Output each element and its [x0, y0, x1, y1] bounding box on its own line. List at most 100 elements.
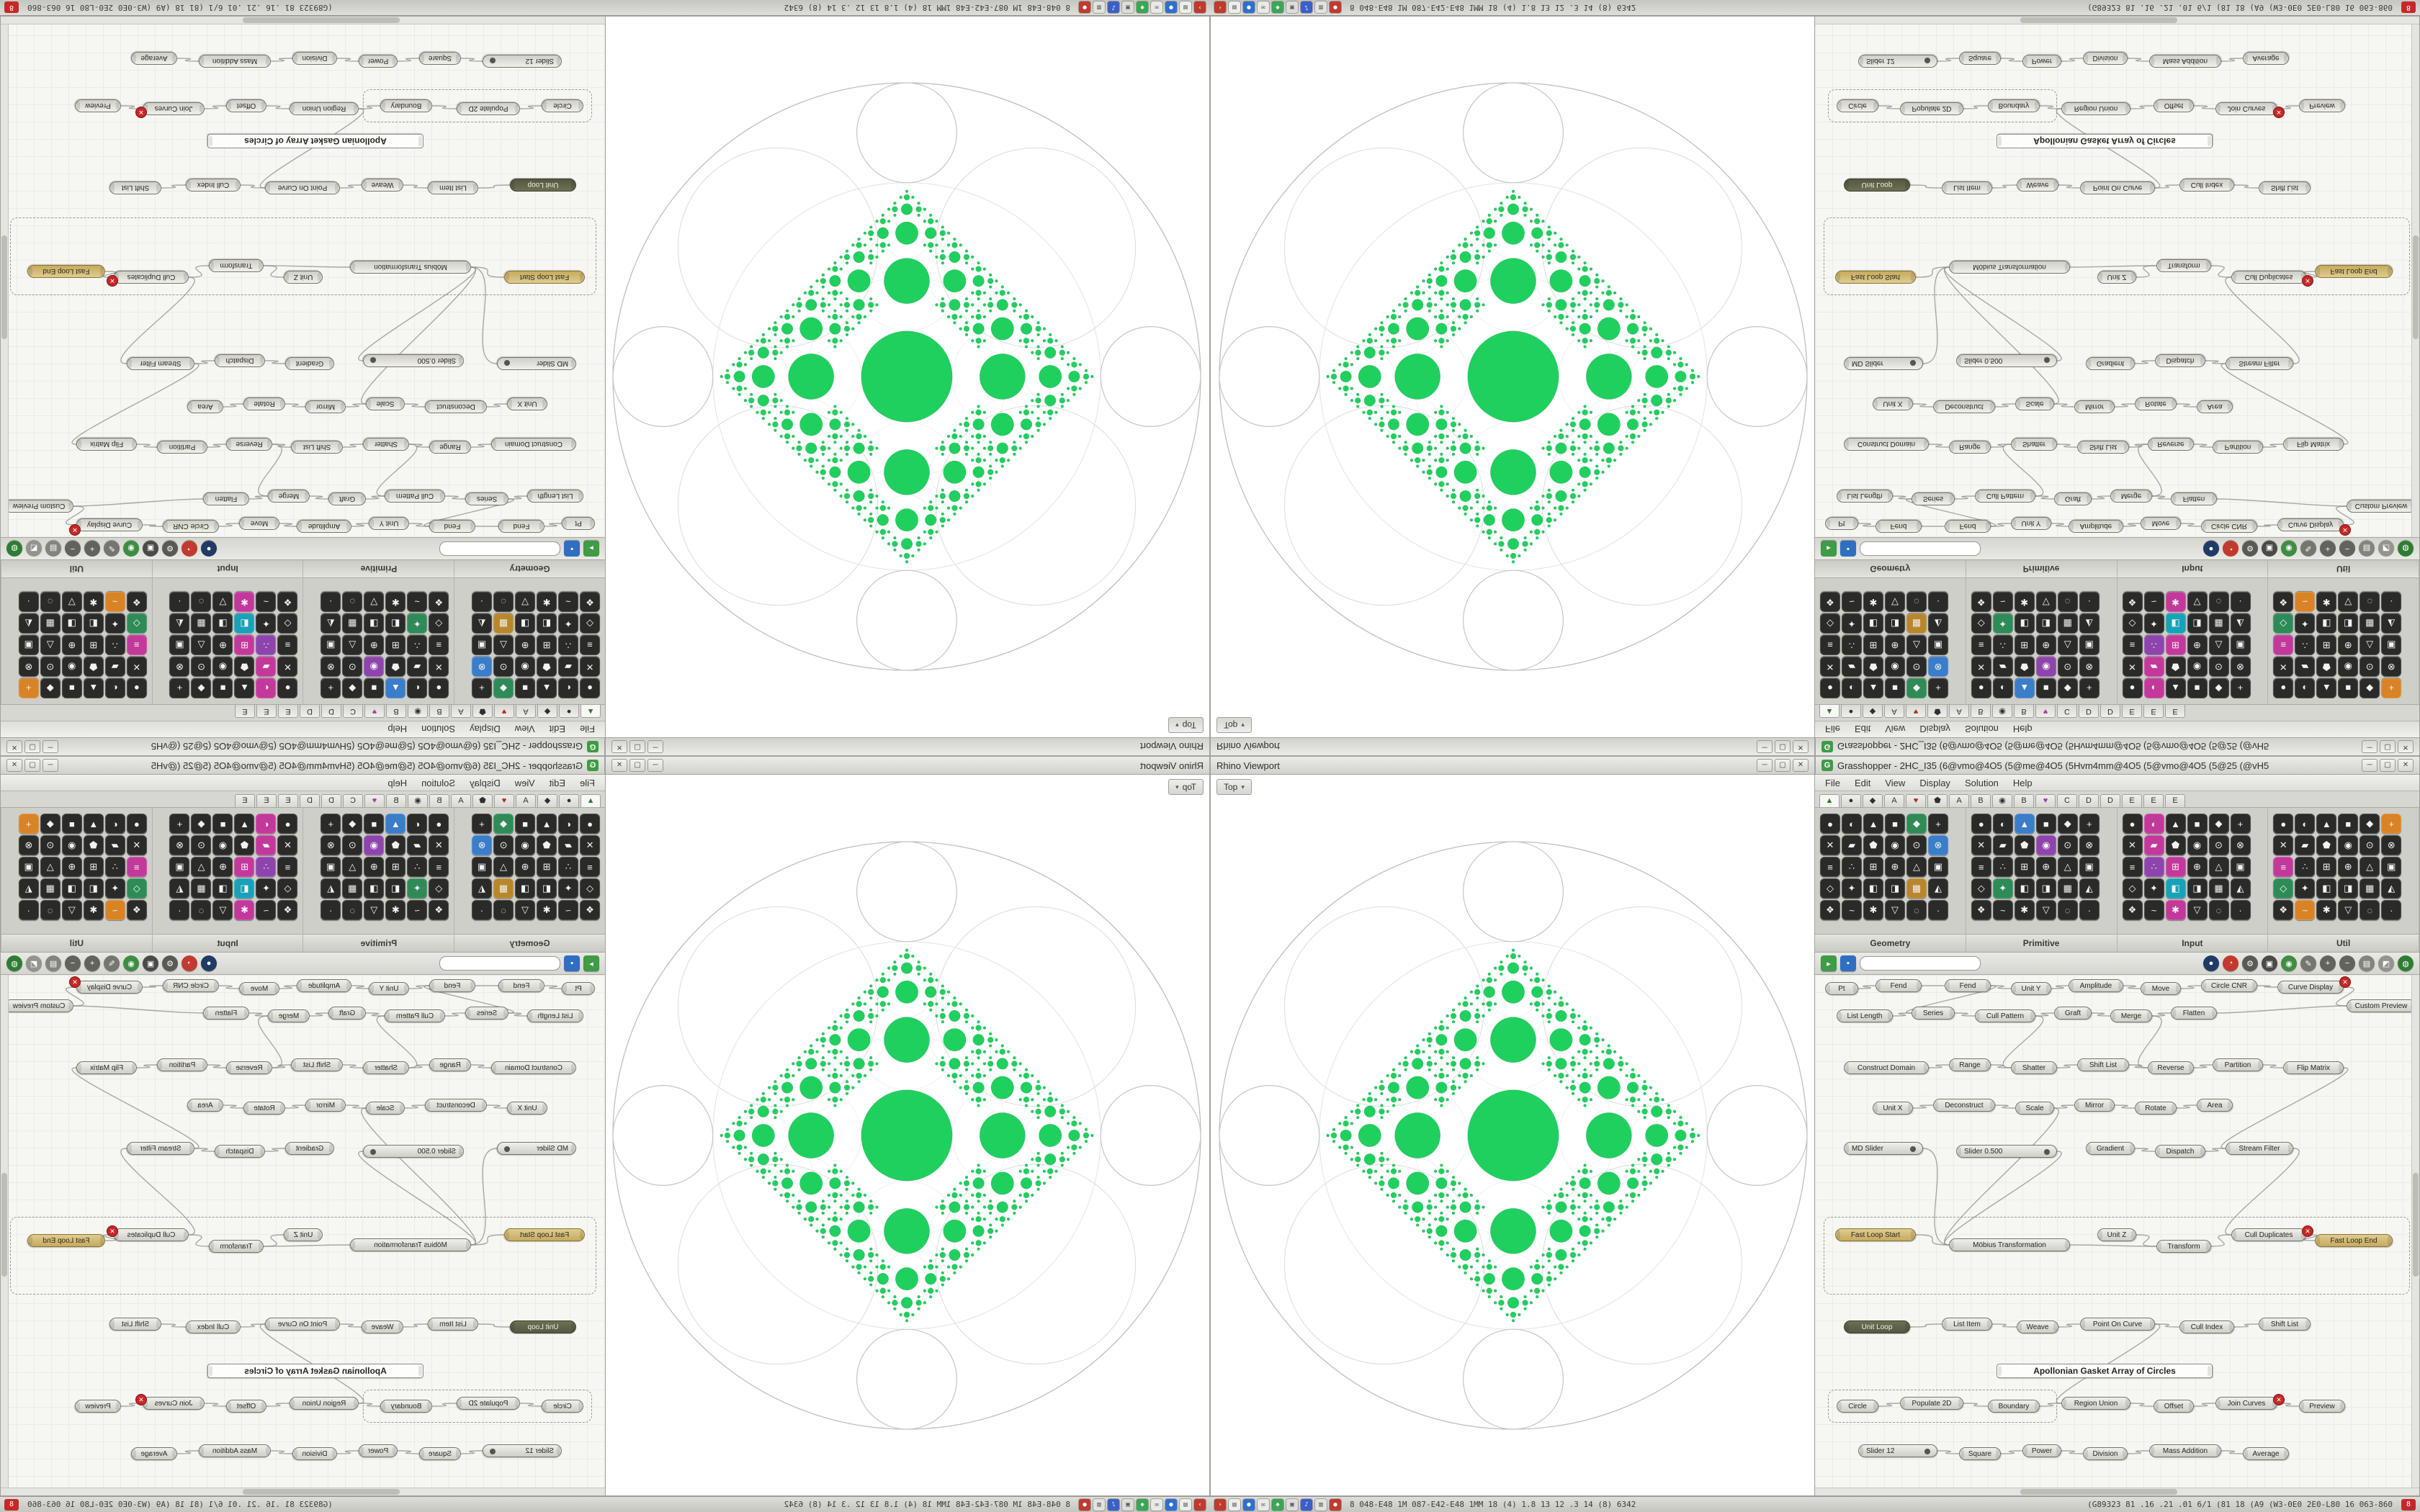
component-icon[interactable]: +: [18, 678, 39, 698]
canvas-search-input[interactable]: [1860, 956, 1981, 971]
component-icon[interactable]: ∴: [2295, 857, 2316, 877]
gh-node-unit-y[interactable]: Unit Y: [2011, 982, 2051, 995]
component-icon[interactable]: ▣: [2381, 635, 2402, 655]
gh-category-tab-8[interactable]: ◉: [1992, 794, 2012, 807]
tray-icon-mail[interactable]: ✉: [1151, 1, 1162, 14]
component-icon[interactable]: ✦: [104, 878, 125, 899]
component-icon[interactable]: ⊕: [2035, 635, 2056, 655]
component-icon[interactable]: ⊕: [212, 635, 233, 655]
component-icon[interactable]: ■: [1885, 678, 1905, 698]
component-icon[interactable]: ~: [407, 592, 428, 612]
gh-node-cull-pattern[interactable]: Cull Pattern: [385, 1009, 445, 1022]
gh-node-join-curves[interactable]: Join Curves: [2215, 1397, 2277, 1410]
tray-icon-record[interactable]: ●: [1330, 1498, 1341, 1511]
gh-category-tab-16[interactable]: E: [2165, 794, 2185, 807]
gear-icon[interactable]: ⚙: [2242, 955, 2258, 971]
gh-node-m-bius-transformation[interactable]: Möbius Transformation: [1949, 1238, 2070, 1251]
gh-category-tab-1[interactable]: ●: [559, 794, 579, 807]
component-icon[interactable]: +: [472, 678, 492, 698]
component-icon[interactable]: ≡: [2273, 635, 2294, 655]
component-icon[interactable]: ⊗: [472, 657, 492, 677]
gh-node-m-bius-transformation[interactable]: Möbius Transformation: [350, 1238, 471, 1251]
component-icon[interactable]: ●: [126, 678, 147, 698]
component-icon[interactable]: △: [2057, 635, 2078, 655]
close-button[interactable]: ✕: [1793, 740, 1809, 753]
rhino-viewport-titlebar[interactable]: Rhino Viewport ─ ▢ ✕: [605, 756, 1210, 775]
gh-node-unit-z[interactable]: Unit Z: [284, 271, 323, 284]
component-icon[interactable]: ●: [580, 814, 600, 834]
tray-icon-terminal[interactable]: ›: [1194, 1, 1206, 14]
component-icon[interactable]: ◐: [558, 678, 578, 698]
tray-icon-capture[interactable]: ▥: [1315, 1, 1327, 14]
component-icon[interactable]: ◭: [472, 878, 492, 899]
component-icon[interactable]: ⊙: [342, 835, 363, 855]
component-icon[interactable]: ◇: [1820, 878, 1840, 899]
component-icon[interactable]: +: [2230, 678, 2251, 698]
gh-category-tab-12[interactable]: D: [2079, 794, 2099, 807]
tray-icon-chat[interactable]: ◆: [1137, 1, 1148, 14]
component-icon[interactable]: ▲: [234, 814, 255, 834]
gh-node-list-length[interactable]: List Length: [527, 490, 583, 503]
component-icon[interactable]: ◉: [2338, 835, 2359, 855]
gh-node-region-union[interactable]: Region Union: [290, 1397, 359, 1410]
component-icon[interactable]: ⊗: [1928, 835, 1948, 855]
component-icon[interactable]: ·: [2230, 592, 2251, 612]
component-icon[interactable]: ⊞: [537, 857, 557, 877]
component-icon[interactable]: ◌: [191, 900, 212, 920]
component-icon[interactable]: ▰: [1992, 835, 2013, 855]
component-icon[interactable]: ■: [2035, 678, 2056, 698]
minimize-button[interactable]: ─: [1757, 759, 1773, 772]
component-icon[interactable]: ◉: [364, 657, 385, 677]
gh-node-deconstruct[interactable]: Deconstruct: [1933, 400, 1995, 413]
gh-node-point-on-curve[interactable]: Point On Curve: [2080, 1318, 2155, 1331]
sketch-icon[interactable]: ✎: [2300, 955, 2316, 971]
component-icon[interactable]: ✕: [429, 657, 449, 677]
component-icon[interactable]: ▽: [515, 592, 535, 612]
component-icon[interactable]: ◉: [212, 657, 233, 677]
component-icon[interactable]: ·: [18, 900, 39, 920]
component-icon[interactable]: ▰: [558, 657, 578, 677]
component-icon[interactable]: ◐: [1992, 814, 2013, 834]
component-icon[interactable]: ∴: [407, 857, 428, 877]
component-icon[interactable]: ▲: [2014, 678, 2035, 698]
gh-node-scale[interactable]: Scale: [2015, 1102, 2054, 1115]
menu-help[interactable]: Help: [387, 777, 408, 788]
camera-icon[interactable]: ▣: [143, 541, 158, 557]
component-icon[interactable]: ◌: [1906, 900, 1927, 920]
widget-icon[interactable]: ◩: [2378, 955, 2394, 971]
component-icon[interactable]: ∴: [558, 857, 578, 877]
component-icon[interactable]: ▲: [537, 814, 557, 834]
gh-node-offset[interactable]: Offset: [226, 99, 266, 112]
component-icon[interactable]: ◇: [277, 878, 298, 899]
gh-node-fast-loop-end[interactable]: Fast Loop End: [2315, 265, 2393, 278]
component-icon[interactable]: ⊕: [212, 857, 233, 877]
component-icon[interactable]: ◇: [2273, 613, 2294, 634]
gh-node-gradient[interactable]: Gradient: [285, 1142, 334, 1155]
component-icon[interactable]: ●: [1820, 814, 1840, 834]
gh-category-tab-4[interactable]: ♥: [494, 705, 514, 718]
component-icon[interactable]: ▣: [472, 857, 492, 877]
gh-node-circle[interactable]: Circle: [542, 99, 583, 112]
component-icon[interactable]: ⊗: [2079, 835, 2099, 855]
component-icon[interactable]: ◧: [385, 613, 406, 634]
menu-view[interactable]: View: [514, 777, 535, 788]
component-icon[interactable]: ◧: [234, 878, 255, 899]
gh-node-mirror[interactable]: Mirror: [2074, 1099, 2115, 1112]
gh-category-tab-3[interactable]: A: [1884, 794, 1904, 807]
component-icon[interactable]: ◧: [2316, 878, 2337, 899]
gh-node-shatter[interactable]: Shatter: [2011, 1061, 2057, 1074]
component-icon[interactable]: ▰: [256, 835, 277, 855]
component-icon[interactable]: ◇: [1971, 878, 1991, 899]
component-icon[interactable]: ◆: [191, 814, 212, 834]
component-icon[interactable]: ~: [256, 592, 277, 612]
tray-icon-editor[interactable]: ▣: [1286, 1, 1298, 14]
component-icon[interactable]: ▲: [83, 814, 104, 834]
gh-node-cull-index[interactable]: Cull Index: [186, 1320, 241, 1333]
gh-node-flatten[interactable]: Flatten: [203, 1007, 249, 1020]
gh-node-construct-domain[interactable]: Construct Domain: [491, 438, 576, 451]
component-icon[interactable]: ◐: [1842, 678, 1862, 698]
component-icon[interactable]: ◐: [256, 678, 277, 698]
gh-node-fend[interactable]: Fend: [498, 979, 544, 992]
gh-node-transform[interactable]: Transform: [209, 1240, 264, 1253]
component-icon[interactable]: ✱: [537, 900, 557, 920]
